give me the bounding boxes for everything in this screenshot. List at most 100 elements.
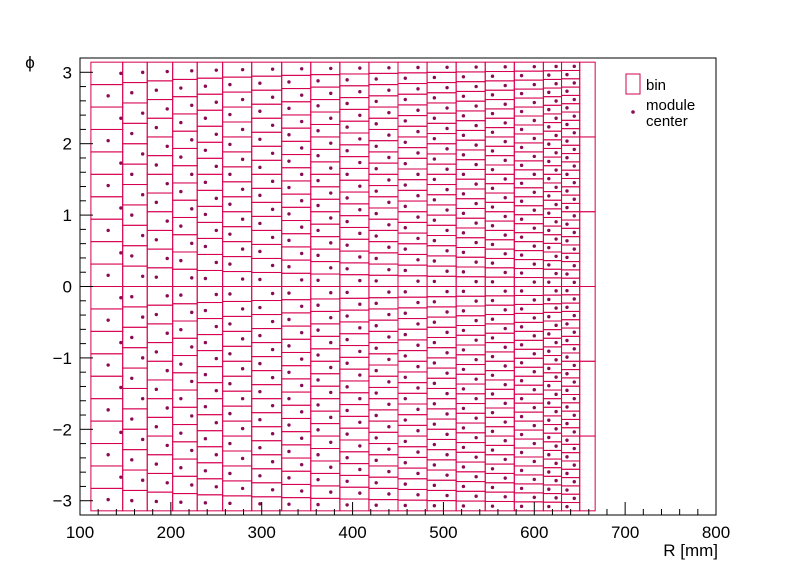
bin-cell xyxy=(397,253,428,266)
bin-cell xyxy=(172,147,198,167)
module-point xyxy=(503,382,507,387)
bin-cell xyxy=(513,205,544,216)
bin-cell xyxy=(146,117,174,138)
module-point xyxy=(547,228,551,233)
module-point xyxy=(445,208,449,212)
bin-cell xyxy=(251,131,283,147)
bin-cell xyxy=(426,418,457,430)
bin-cell xyxy=(484,286,515,297)
bin-cell xyxy=(484,426,515,437)
bin-cell xyxy=(196,173,224,191)
bin-cell xyxy=(484,500,515,512)
bin-cell xyxy=(310,323,341,337)
bin-cell xyxy=(542,475,563,486)
x-tick-label: 700 xyxy=(611,523,639,542)
bin-cell xyxy=(310,273,341,288)
bin-cell xyxy=(426,296,457,308)
module-point xyxy=(140,396,145,401)
bin-cell xyxy=(397,499,428,512)
module-point xyxy=(565,388,569,393)
module-point xyxy=(387,380,391,384)
module-point xyxy=(490,504,495,508)
module-point xyxy=(565,205,569,210)
bin-cell xyxy=(281,312,312,327)
module-point xyxy=(490,467,495,471)
module-point xyxy=(287,502,291,506)
bin-cell xyxy=(339,120,370,134)
module-point xyxy=(140,152,145,156)
bin-cell xyxy=(455,364,486,375)
module-point xyxy=(461,211,466,216)
bin-cell xyxy=(484,379,515,390)
bin-cell xyxy=(455,315,486,327)
bin-cell xyxy=(339,250,370,264)
bin-grid xyxy=(90,61,596,512)
bin-cell xyxy=(281,259,312,274)
bin-cell xyxy=(455,500,486,512)
module-point xyxy=(287,449,291,454)
module-point xyxy=(532,316,536,320)
bin-cell xyxy=(222,345,253,362)
module-point xyxy=(316,153,320,158)
bin-cell xyxy=(222,196,253,213)
bin-cell xyxy=(90,61,124,86)
bin-cell xyxy=(426,367,457,379)
module-point xyxy=(358,467,362,472)
module-point xyxy=(316,353,320,357)
module-point xyxy=(140,111,145,115)
module-point xyxy=(565,288,569,293)
bin-cell xyxy=(484,332,515,344)
bin-cell xyxy=(222,211,253,228)
bin-cell xyxy=(196,414,224,432)
bin-cell xyxy=(426,82,457,94)
module-point xyxy=(432,177,437,182)
module-point xyxy=(490,130,495,134)
bin-cell xyxy=(455,354,486,366)
module-point xyxy=(329,465,333,469)
bin-cell xyxy=(122,489,148,512)
bin-cell xyxy=(339,226,370,240)
bin-cell xyxy=(251,412,283,428)
module-point xyxy=(387,290,391,294)
module-point xyxy=(519,486,524,491)
bin-cell xyxy=(397,200,428,213)
bin-cell xyxy=(146,454,174,474)
module-point xyxy=(329,141,333,145)
module-point xyxy=(432,157,437,161)
bin-cell xyxy=(484,444,515,456)
bin-cell xyxy=(397,456,428,469)
module-point xyxy=(445,351,449,355)
module-point xyxy=(554,358,558,362)
module-point xyxy=(270,291,275,296)
module-point xyxy=(490,149,495,153)
bin-cell xyxy=(397,125,428,138)
bin-cell xyxy=(397,221,428,234)
bin-cell xyxy=(339,415,370,429)
x-tick-label: 300 xyxy=(248,523,276,542)
bin-cell xyxy=(196,462,224,480)
module-point xyxy=(130,254,134,258)
bin-cell xyxy=(222,121,253,138)
bin-cell xyxy=(513,160,544,171)
bin-cell xyxy=(196,93,224,111)
bin-cell xyxy=(542,320,563,331)
bin-cell xyxy=(368,353,399,366)
bin-cell xyxy=(281,233,312,248)
bin-cell xyxy=(397,115,428,127)
bin-cell xyxy=(455,481,486,492)
bin-cell xyxy=(222,166,253,183)
module-point xyxy=(345,432,349,436)
bin-cell xyxy=(561,485,581,495)
module-point xyxy=(532,298,536,302)
y-tick-label: 0 xyxy=(63,278,72,297)
module-point xyxy=(572,297,576,301)
module-point xyxy=(154,200,159,205)
module-point xyxy=(432,483,437,488)
bin-cell xyxy=(251,398,283,414)
bin-cell xyxy=(484,145,515,157)
bin-cell xyxy=(484,211,515,222)
bin-cell xyxy=(426,61,457,73)
module-point xyxy=(106,497,110,502)
module-point xyxy=(106,138,110,143)
bin-cell xyxy=(222,450,253,467)
